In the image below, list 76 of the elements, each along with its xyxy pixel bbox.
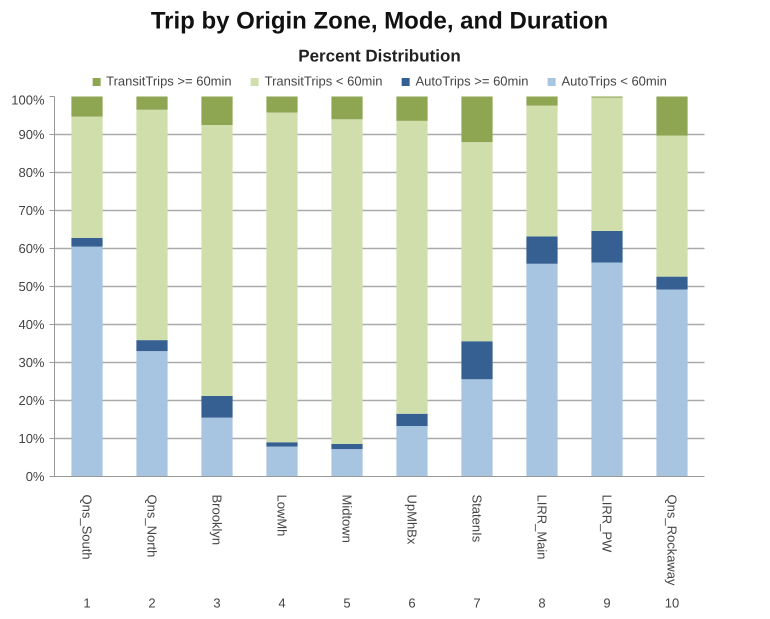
bar bbox=[396, 414, 428, 426]
text: 7 bbox=[473, 596, 481, 610]
y-tick-label: 40% bbox=[18, 317, 45, 332]
text: 8 bbox=[538, 596, 546, 610]
x-tick-label: LIRR_PW bbox=[600, 494, 614, 554]
y-tick-label: 80% bbox=[18, 165, 45, 180]
y-tick-label: 30% bbox=[18, 355, 45, 370]
legend-label: TransitTrips < 60min bbox=[264, 74, 383, 88]
bar bbox=[331, 444, 363, 450]
bar bbox=[71, 96, 103, 117]
text: 4 bbox=[278, 596, 286, 610]
text: 2 bbox=[148, 596, 156, 610]
y-tick-label: 0% bbox=[26, 469, 45, 484]
bar bbox=[331, 96, 363, 120]
x-tick-label: LIRR_Main bbox=[534, 494, 550, 560]
bar bbox=[71, 238, 103, 247]
bar bbox=[266, 112, 298, 442]
bar bbox=[396, 426, 428, 476]
bar bbox=[591, 262, 623, 476]
bar bbox=[136, 340, 168, 352]
text: 3 bbox=[213, 596, 221, 610]
bar bbox=[136, 351, 168, 476]
bar bbox=[201, 418, 233, 476]
bar bbox=[71, 116, 103, 238]
bar bbox=[591, 98, 623, 232]
bar bbox=[461, 341, 493, 380]
y-tick-label: 100% bbox=[11, 92, 45, 108]
legend-label: AutoTrips < 60min bbox=[561, 74, 667, 88]
text: 5 bbox=[343, 596, 351, 610]
y-tick-label: 20% bbox=[18, 393, 45, 408]
bar bbox=[71, 246, 103, 476]
bar bbox=[266, 446, 298, 476]
text: 10 bbox=[664, 596, 680, 610]
y-tick-label: 50% bbox=[18, 279, 45, 294]
chart-subtitle: Percent Distribution bbox=[298, 46, 461, 66]
y-tick-label: 70% bbox=[18, 203, 45, 218]
bar bbox=[526, 264, 558, 476]
bar bbox=[656, 136, 688, 277]
bar bbox=[396, 96, 428, 121]
bar bbox=[656, 290, 688, 476]
x-tick-label: LowMh bbox=[274, 494, 290, 536]
x-tick-label: Qns_North bbox=[144, 494, 160, 558]
x-tick-label: StatenIs bbox=[470, 494, 484, 543]
text: 1 bbox=[83, 596, 91, 610]
bar bbox=[656, 96, 688, 136]
bar bbox=[526, 236, 558, 264]
x-tick-label: Qns_South bbox=[80, 494, 94, 560]
bar bbox=[526, 96, 558, 106]
bar bbox=[136, 96, 168, 110]
chart-title: Trip by Origin Zone, Mode, and Duration bbox=[150, 8, 608, 34]
bar bbox=[266, 442, 298, 446]
bar bbox=[266, 96, 298, 112]
text: 6 bbox=[408, 596, 416, 610]
text: 9 bbox=[603, 596, 611, 610]
bar bbox=[656, 276, 688, 290]
bar bbox=[331, 449, 363, 476]
x-tick-label: UpMhBx bbox=[404, 494, 420, 545]
bar bbox=[526, 106, 558, 236]
bar bbox=[201, 396, 233, 418]
bar bbox=[331, 119, 363, 444]
y-tick-label: 60% bbox=[18, 241, 45, 256]
legend-label: TransitTrips >= 60min bbox=[106, 74, 232, 88]
legend-label: AutoTrips >= 60min bbox=[416, 74, 528, 88]
x-tick-label: Qns_Rockaway bbox=[664, 494, 680, 586]
x-tick-label: Brooklyn bbox=[210, 494, 224, 546]
y-tick-label: 90% bbox=[18, 127, 45, 142]
bar bbox=[461, 142, 493, 342]
bar bbox=[201, 125, 233, 396]
bar bbox=[396, 120, 428, 414]
bar bbox=[201, 96, 233, 125]
y-tick-label: 10% bbox=[18, 431, 45, 446]
bar bbox=[591, 231, 623, 263]
x-tick-label: Midtown bbox=[340, 494, 354, 543]
bar bbox=[461, 96, 493, 142]
bar bbox=[136, 110, 168, 340]
bar bbox=[461, 379, 493, 476]
